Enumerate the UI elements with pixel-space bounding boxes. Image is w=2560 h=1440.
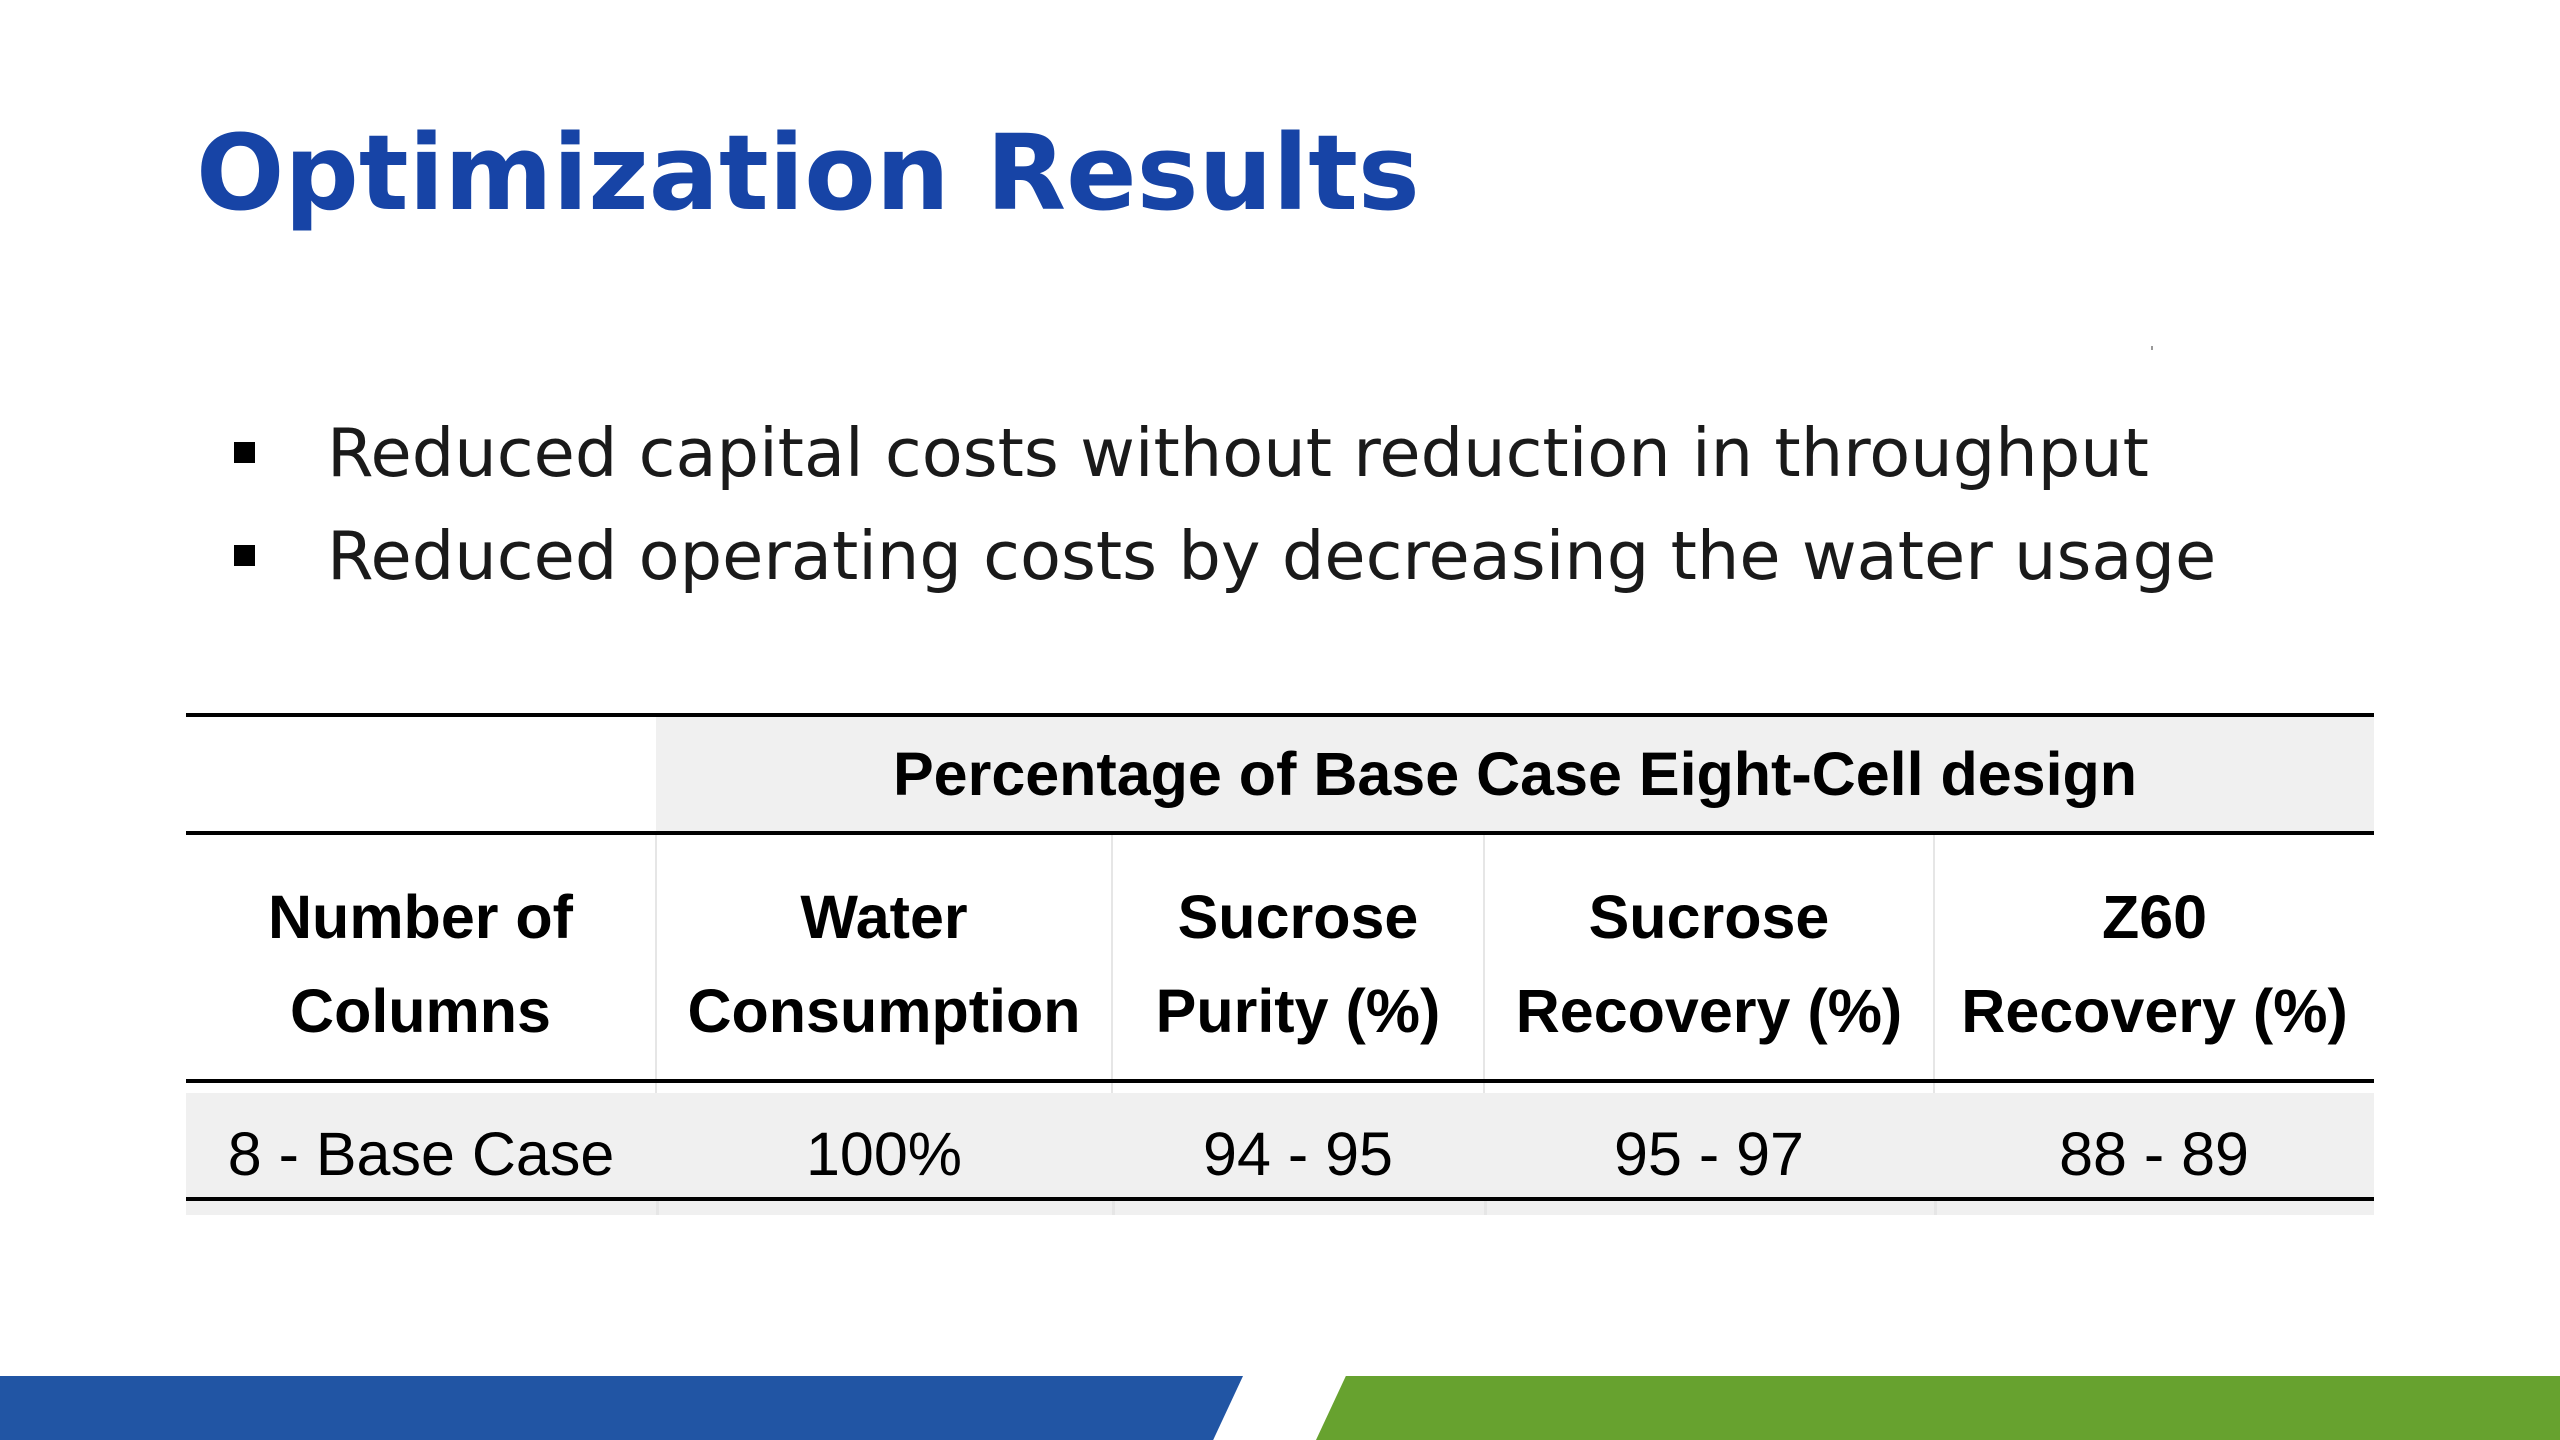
bullet-text: Reduced operating costs by decreasing th… — [327, 517, 2217, 595]
table-cell: 100% — [656, 1092, 1112, 1215]
table-divider-stub — [1934, 1201, 1937, 1215]
header-line: Z60 — [2101, 882, 2208, 951]
table-row: 8 - Base Case 100% 94 - 95 95 - 97 88 - … — [186, 1092, 2375, 1215]
header-line: Recovery (%) — [1515, 976, 1903, 1045]
header-line: Consumption — [687, 976, 1081, 1045]
header-line: Sucrose — [1588, 882, 1830, 951]
table-group-rule — [186, 831, 2374, 835]
header-line: Sucrose — [1177, 882, 1419, 951]
group-header: Percentage of Base Case Eight-Cell desig… — [656, 713, 2375, 836]
header-line: Columns — [290, 976, 551, 1045]
column-header-sucrose-recovery: Sucrose Recovery (%) — [1483, 835, 1934, 1093]
table-divider-stub — [1112, 1201, 1115, 1215]
column-header-number-of-columns: Number of Columns — [186, 835, 656, 1092]
table-cell: 95 - 97 — [1484, 1092, 1934, 1215]
column-header-water-consumption: Water Consumption — [655, 835, 1112, 1093]
results-table: Percentage of Base Case Eight-Cell desig… — [186, 713, 2375, 1215]
slide-title: Optimization Results — [196, 112, 1420, 234]
empty-header-cell — [186, 713, 656, 835]
table-divider-stub — [1484, 1201, 1487, 1215]
footer-blue-bar — [0, 1376, 1243, 1440]
table-top-rule — [186, 713, 2374, 717]
header-line: Purity (%) — [1155, 976, 1441, 1045]
header-line: Number of — [268, 882, 573, 951]
footer-green-bar — [1316, 1376, 2560, 1440]
bullet-list: Reduced capital costs without reduction … — [230, 402, 2216, 608]
square-bullet-icon — [234, 442, 255, 463]
table-group-header-row: Percentage of Base Case Eight-Cell desig… — [186, 713, 2375, 836]
table-cell: 8 - Base Case — [186, 1092, 656, 1215]
table-bottom-rule — [186, 1197, 2374, 1201]
table-divider-stub — [656, 1201, 659, 1215]
bullet-text: Reduced capital costs without reduction … — [327, 414, 2149, 492]
bullet-item: Reduced operating costs by decreasing th… — [230, 505, 2216, 608]
square-bullet-icon — [234, 545, 255, 566]
column-header-sucrose-purity: Sucrose Purity (%) — [1111, 835, 1484, 1093]
table-header-rule — [186, 1079, 2374, 1083]
table-cell: 88 - 89 — [1934, 1092, 2375, 1215]
bullet-item: Reduced capital costs without reduction … — [230, 402, 2216, 505]
column-header-z60-recovery: Z60 Recovery (%) — [1932, 835, 2375, 1093]
table-header-row: Number of Columns Water Consumption Sucr… — [186, 835, 2375, 1093]
header-line: Water — [800, 882, 968, 951]
header-line: Recovery (%) — [1961, 976, 2348, 1045]
stray-mark — [2151, 346, 2153, 350]
table-cell: 94 - 95 — [1112, 1092, 1484, 1215]
